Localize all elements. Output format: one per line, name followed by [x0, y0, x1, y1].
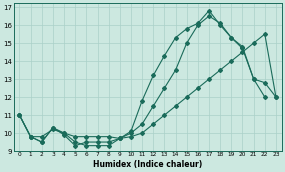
X-axis label: Humidex (Indice chaleur): Humidex (Indice chaleur) [93, 159, 202, 169]
